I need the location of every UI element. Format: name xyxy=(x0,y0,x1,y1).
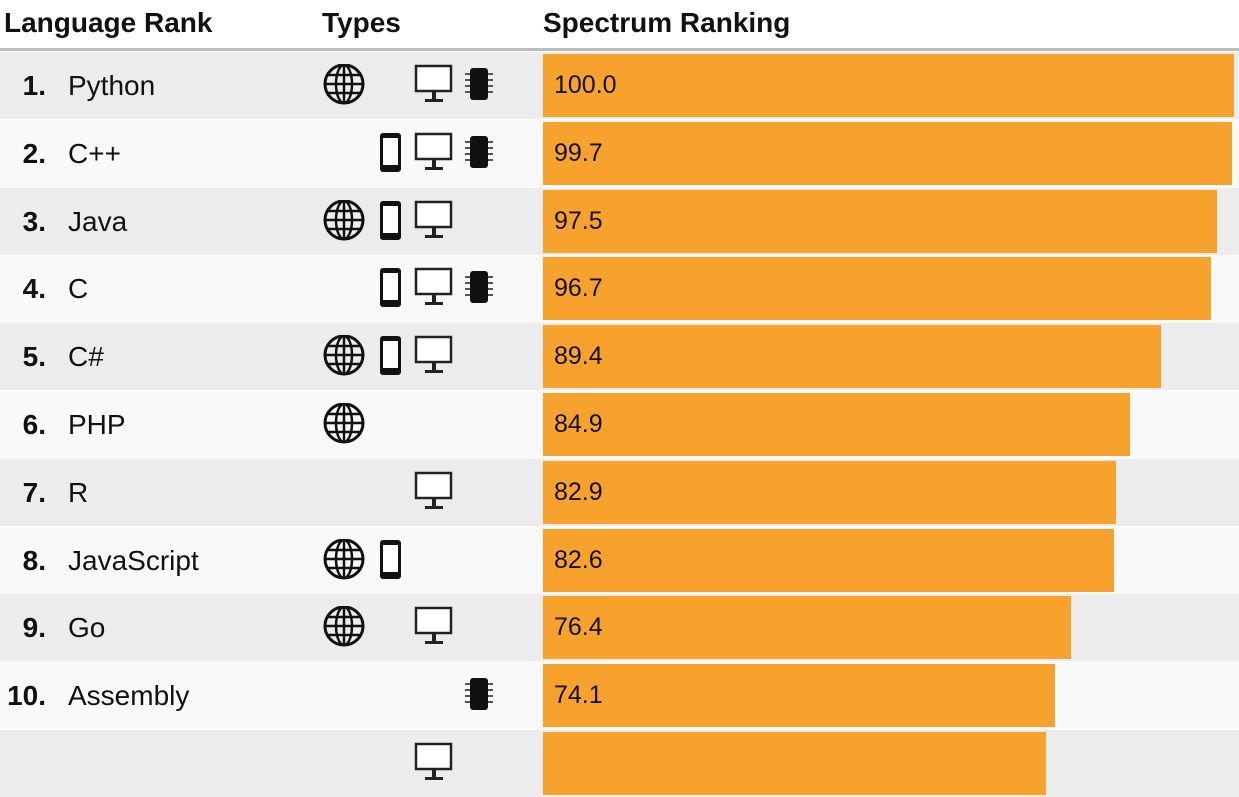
desktop-monitor-icon xyxy=(414,471,454,509)
score-bar: 96.7 xyxy=(543,257,1212,321)
rank-number: 8. xyxy=(22,544,46,576)
score-bar xyxy=(543,732,1047,795)
language-name: Go xyxy=(68,612,106,644)
chip-icon xyxy=(462,64,502,102)
rank-number: 3. xyxy=(22,205,46,237)
language-name: C# xyxy=(68,341,104,373)
score-label: 82.9 xyxy=(554,477,603,506)
score-label: 100.0 xyxy=(554,71,617,99)
language-name: Assembly xyxy=(68,680,190,712)
language-name: Python xyxy=(68,70,156,101)
score-label: 82.6 xyxy=(554,545,603,574)
score-bar: 99.7 xyxy=(543,121,1232,185)
rank-number: 9. xyxy=(22,612,46,644)
mobile-phone-icon xyxy=(378,200,418,240)
chip-icon xyxy=(462,132,502,170)
rank-number: 5. xyxy=(22,341,46,373)
table-row[interactable] xyxy=(0,730,1239,797)
rank-number: 4. xyxy=(22,273,46,305)
desktop-monitor-icon xyxy=(414,200,454,238)
score-label: 74.1 xyxy=(554,681,603,710)
mobile-phone-icon xyxy=(378,539,418,579)
header-divider xyxy=(0,48,1239,51)
score-bar: 82.9 xyxy=(543,460,1116,524)
rank-number: 6. xyxy=(22,409,46,440)
header-types[interactable]: Types xyxy=(322,7,401,38)
score-label: 76.4 xyxy=(554,613,603,642)
desktop-monitor-icon xyxy=(414,742,454,780)
header-spectrum-ranking[interactable]: Spectrum Ranking xyxy=(543,7,791,38)
language-name: C xyxy=(68,273,89,305)
globe-icon xyxy=(322,605,365,647)
mobile-phone-icon xyxy=(378,132,418,172)
language-name: R xyxy=(68,476,89,508)
score-bar: 82.6 xyxy=(543,528,1114,592)
score-label: 96.7 xyxy=(554,274,603,303)
score-bar: 97.5 xyxy=(543,189,1217,253)
language-name: Java xyxy=(68,205,128,237)
table-row[interactable]: 10. Assembly 74.1 xyxy=(0,662,1239,730)
globe-icon xyxy=(322,199,365,241)
language-name: JavaScript xyxy=(68,544,199,576)
score-label: 89.4 xyxy=(554,342,603,371)
table-row[interactable]: 9. Go 76.4 xyxy=(0,594,1239,662)
desktop-monitor-icon xyxy=(414,606,454,645)
desktop-monitor-icon xyxy=(414,64,454,102)
score-label: 84.9 xyxy=(554,410,603,438)
score-label: 99.7 xyxy=(554,138,603,167)
globe-icon xyxy=(322,538,365,580)
globe-icon xyxy=(322,63,365,105)
mobile-phone-icon xyxy=(378,267,418,308)
rank-number: 2. xyxy=(22,137,46,169)
score-bar: 100.0 xyxy=(543,54,1234,117)
table-row[interactable]: 1. Python 100.0 xyxy=(0,52,1239,119)
table-row[interactable]: 6. PHP 84.9 xyxy=(0,391,1239,458)
mobile-phone-icon xyxy=(378,335,418,376)
language-name: PHP xyxy=(68,409,126,440)
rank-number: 1. xyxy=(22,70,46,101)
score-bar: 74.1 xyxy=(543,664,1056,728)
table-row[interactable]: 5. C# 89.4 xyxy=(0,323,1239,391)
table-row[interactable]: 7. R 82.9 xyxy=(0,458,1239,526)
desktop-monitor-icon xyxy=(414,267,454,306)
rank-number: 10. xyxy=(7,680,46,712)
table-row[interactable]: 8. JavaScript 82.6 xyxy=(0,526,1239,594)
desktop-monitor-icon xyxy=(414,335,454,374)
score-bar: 76.4 xyxy=(543,596,1071,660)
table-row[interactable]: 4. C 96.7 xyxy=(0,255,1239,323)
score-bar: 84.9 xyxy=(543,393,1130,456)
language-name: C++ xyxy=(68,137,121,169)
globe-icon xyxy=(322,334,365,376)
header-language-rank[interactable]: Language Rank xyxy=(4,7,213,38)
chip-icon xyxy=(462,674,502,712)
table-row[interactable]: 3. Java 97.5 xyxy=(0,187,1239,255)
score-bar: 89.4 xyxy=(543,325,1161,389)
desktop-monitor-icon xyxy=(414,132,454,170)
chip-icon xyxy=(462,267,502,305)
table-row[interactable]: 2. C++ 99.7 xyxy=(0,119,1239,187)
globe-icon xyxy=(322,402,365,444)
rank-number: 7. xyxy=(22,476,46,508)
score-label: 97.5 xyxy=(554,206,603,235)
